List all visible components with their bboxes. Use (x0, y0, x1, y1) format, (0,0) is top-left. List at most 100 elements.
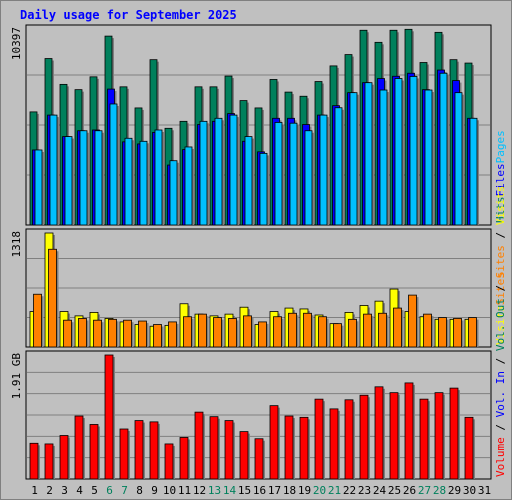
bar-volume-day-27 (419, 398, 429, 480)
bar-pages-day-3 (64, 136, 73, 226)
bar-pages-day-2 (49, 114, 58, 226)
bar-volume-day-14 (224, 420, 234, 480)
legend-entry: Files (494, 163, 507, 196)
bar-sites-day-18 (288, 312, 297, 348)
day-label-19: 19 (298, 484, 311, 497)
legend-hits-files-pages: HitsFilesPages (494, 130, 507, 223)
bar-sites-day-11 (183, 316, 192, 348)
day-label-2: 2 (46, 484, 53, 497)
bar-volume-day-25 (389, 392, 399, 480)
bar-pages-day-5 (94, 130, 103, 226)
bar-volume-day-7 (119, 428, 129, 480)
bar-sites-day-3 (63, 319, 72, 348)
bar-sites-day-29 (453, 318, 462, 348)
day-label-22: 22 (343, 484, 356, 497)
x-axis-day-labels: 1 2 3 4 5 6 7 8 9 10 11 12 13 14 15 16 17 18 19 20 21 22 23 24 2… (31, 484, 491, 497)
bar-sites-day-8 (138, 320, 147, 348)
bar-pages-day-11 (184, 146, 193, 226)
day-label-30: 30 (463, 484, 476, 497)
bar-pages-day-16 (259, 152, 268, 226)
bar-pages-day-27 (424, 89, 433, 226)
bar-sites-day-14 (228, 318, 237, 348)
bar-pages-day-17 (274, 122, 283, 226)
bar-pages-day-8 (139, 140, 148, 226)
bar-sites-day-27 (423, 313, 432, 348)
day-label-23: 23 (358, 484, 371, 497)
bar-sites-day-23 (363, 313, 372, 348)
bar-sites-day-20 (318, 316, 327, 348)
day-label-15: 15 (238, 484, 251, 497)
day-label-9: 9 (151, 484, 158, 497)
legend-visits-sites: VisitsSites (494, 272, 507, 345)
legend-entry: Volume (494, 437, 507, 477)
bar-sites-day-4 (78, 318, 87, 348)
bar-volume-day-3 (59, 435, 69, 480)
bar-sites-day-26 (408, 294, 417, 348)
legend-entry: Sites (494, 245, 507, 278)
bar-volume-day-16 (254, 438, 264, 480)
bar-sites-day-25 (393, 307, 402, 348)
bar-volume-day-18 (284, 415, 294, 480)
bar-volume-day-21 (329, 408, 339, 480)
day-label-24: 24 (373, 484, 387, 497)
legend-entry: Sites (494, 272, 507, 305)
panel-hits-files-pages: 10397 HitsFilesPages (10, 24, 507, 226)
day-label-20: 20 (313, 484, 326, 497)
bar-volume-day-15 (239, 431, 249, 480)
chart-title: Daily usage for September 2025 (20, 8, 237, 22)
y-max-label: 10397 (10, 27, 23, 60)
y-max-label: 1318 (10, 231, 23, 258)
bar-sites-day-13 (213, 317, 222, 348)
bar-volume-day-1 (29, 442, 39, 480)
bar-volume-day-19 (299, 416, 309, 480)
bar-pages-day-21 (334, 107, 343, 226)
bar-volume-day-29 (449, 387, 459, 480)
bar-volume-day-26 (404, 382, 414, 480)
bar-volume-day-20 (314, 398, 324, 480)
bar-pages-day-6 (109, 103, 118, 226)
day-label-8: 8 (136, 484, 143, 497)
day-label-7: 7 (121, 484, 128, 497)
bar-pages-day-29 (454, 92, 463, 226)
day-label-17: 17 (268, 484, 281, 497)
bar-pages-day-19 (304, 130, 313, 226)
bar-sites-day-6 (108, 318, 117, 348)
day-label-13: 13 (208, 484, 221, 497)
bar-sites-day-5 (93, 319, 102, 348)
bar-volume-day-12 (194, 411, 204, 480)
bar-pages-day-14 (229, 114, 238, 226)
bar-pages-day-9 (154, 129, 163, 226)
bar-volume-day-11 (179, 437, 189, 480)
bar-volume-day-4 (74, 415, 84, 480)
bar-pages-day-15 (244, 136, 253, 226)
legend-entry: / (494, 417, 507, 437)
bar-pages-day-4 (79, 130, 88, 226)
bar-pages-day-18 (289, 122, 298, 226)
bar-volume-day-17 (269, 405, 279, 480)
bar-volume-day-8 (134, 420, 144, 480)
bar-volume-day-30 (464, 416, 474, 480)
legend-entry: Vol. In (494, 371, 507, 417)
day-label-21: 21 (328, 484, 341, 497)
day-label-11: 11 (178, 484, 191, 497)
bar-volume-day-28 (434, 392, 444, 480)
day-label-5: 5 (91, 484, 98, 497)
bar-pages-day-28 (439, 72, 448, 226)
bar-volume-day-22 (344, 399, 354, 480)
day-label-14: 14 (223, 484, 237, 497)
bar-pages-day-10 (169, 160, 178, 226)
bar-sites-day-24 (378, 312, 387, 348)
legend-entry: Hits (494, 197, 507, 224)
bar-sites-day-2 (48, 248, 57, 348)
legend-volume: Volume / Vol. In / Vol. Out / Sites / Vi… (494, 186, 507, 477)
bar-volume-day-6 (104, 354, 114, 480)
bar-sites-day-28 (438, 317, 447, 348)
day-label-3: 3 (61, 484, 68, 497)
legend-entry: / (494, 351, 507, 371)
bar-volume-day-24 (374, 386, 384, 480)
bar-volume-day-2 (44, 443, 54, 480)
bar-pages-day-23 (364, 82, 373, 226)
bar-sites-day-10 (168, 321, 177, 348)
